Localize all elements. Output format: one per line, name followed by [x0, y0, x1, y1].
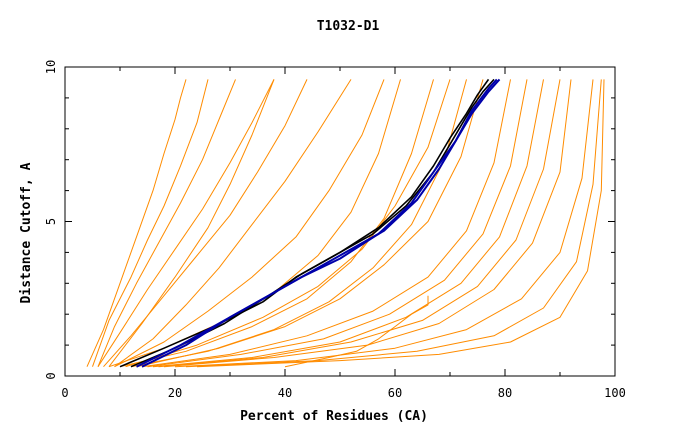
series-line-orange-3	[97, 79, 275, 367]
series-line-orange-19	[136, 79, 484, 368]
series-line-orange-6	[114, 79, 352, 368]
x-tick-label-5: 100	[604, 386, 626, 400]
y-axis-label: Distance Cutoff, A	[19, 162, 34, 303]
series-line-orange-7	[114, 79, 385, 368]
series-line-orange-15	[185, 79, 602, 368]
series-line-orange-21	[158, 79, 561, 368]
y-tick-label-1: 5	[44, 218, 58, 225]
series-line-orange-14	[174, 79, 594, 368]
series-line-orange-13	[163, 79, 572, 368]
series-line-orange-2	[97, 79, 236, 367]
series-line-orange-10	[130, 79, 467, 368]
series-line-orange-20	[147, 79, 528, 368]
series-line-orange-17	[284, 295, 429, 368]
series-line-blue-25	[136, 78, 498, 368]
y-tick-label-0: 0	[44, 372, 58, 379]
x-tick-label-1: 20	[168, 386, 182, 400]
series-line-orange-1	[92, 79, 209, 367]
series-line-orange-9	[119, 79, 434, 368]
series-layer	[86, 78, 605, 368]
series-line-orange-5	[108, 79, 275, 368]
series-line-orange-16	[196, 79, 605, 368]
series-line-orange-8	[108, 79, 401, 368]
x-axis-label: Percent of Residues (CA)	[240, 409, 428, 424]
chart-title: T1032-D1	[317, 19, 380, 34]
plot-frame	[64, 66, 616, 377]
series-line-orange-18	[125, 79, 451, 368]
series-line-orange-0	[86, 79, 187, 367]
series-line-orange-12	[152, 79, 544, 368]
series-line-orange-4	[103, 79, 308, 368]
x-tick-label-4: 80	[498, 386, 512, 400]
x-tick-label-3: 60	[388, 386, 402, 400]
y-tick-label-2: 10	[44, 60, 58, 74]
x-tick-label-0: 0	[61, 386, 68, 400]
series-line-dark-23	[130, 78, 490, 368]
series-line-blue-24	[141, 78, 501, 368]
series-line-orange-11	[141, 79, 511, 368]
ticks-layer: 0 20 40 60 80 100 0 5 10	[44, 60, 626, 400]
x-tick-label-2: 40	[278, 386, 292, 400]
